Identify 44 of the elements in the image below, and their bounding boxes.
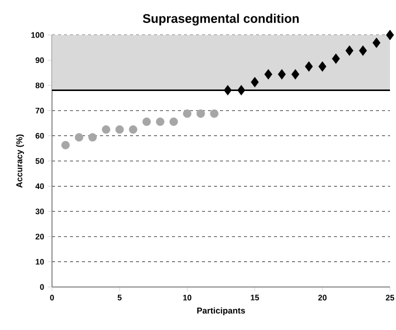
point — [115, 125, 124, 134]
point — [61, 140, 70, 150]
point — [278, 69, 286, 80]
x-tick-label: 20 — [318, 294, 327, 300]
y-tick-label: 70 — [36, 108, 44, 114]
point — [291, 69, 300, 80]
point — [224, 84, 232, 96]
point — [142, 117, 151, 126]
y-tick-label: 20 — [36, 234, 44, 240]
point — [304, 61, 313, 72]
point — [102, 125, 110, 134]
x-tick-label: 5 — [118, 294, 122, 300]
point — [359, 45, 367, 56]
y-tick-label: 90 — [36, 57, 44, 64]
point — [88, 133, 97, 142]
y-tick-label: 80 — [36, 82, 44, 88]
y-tick-label: 10 — [36, 258, 44, 265]
x-tick-label: 10 — [183, 294, 192, 300]
point — [210, 109, 218, 118]
x-tick-label: 0 — [50, 294, 54, 300]
point — [345, 45, 354, 56]
y-tick-label: 40 — [35, 183, 44, 190]
chart-title: Suprasegmental condition — [142, 14, 299, 26]
y-tick-label: 60 — [36, 132, 44, 139]
point — [264, 69, 272, 80]
point — [318, 61, 326, 72]
y-tick-label: 50 — [36, 158, 44, 164]
x-axis-title: Participants — [197, 307, 245, 316]
x-tick-label: 15 — [250, 294, 260, 300]
point — [250, 76, 259, 88]
y-tick-label: 0 — [40, 284, 44, 290]
y-tick-label: 100 — [31, 32, 44, 38]
point — [169, 117, 178, 126]
point — [156, 117, 164, 126]
point — [237, 84, 246, 96]
point — [372, 38, 380, 48]
point — [183, 109, 192, 118]
point — [196, 109, 205, 118]
y-axis-title: Accuracy (%) — [16, 134, 24, 188]
point — [74, 133, 84, 142]
y-tick-label: 30 — [35, 208, 44, 214]
point — [128, 125, 138, 134]
point — [332, 53, 340, 64]
x-tick-label: 25 — [386, 294, 394, 300]
